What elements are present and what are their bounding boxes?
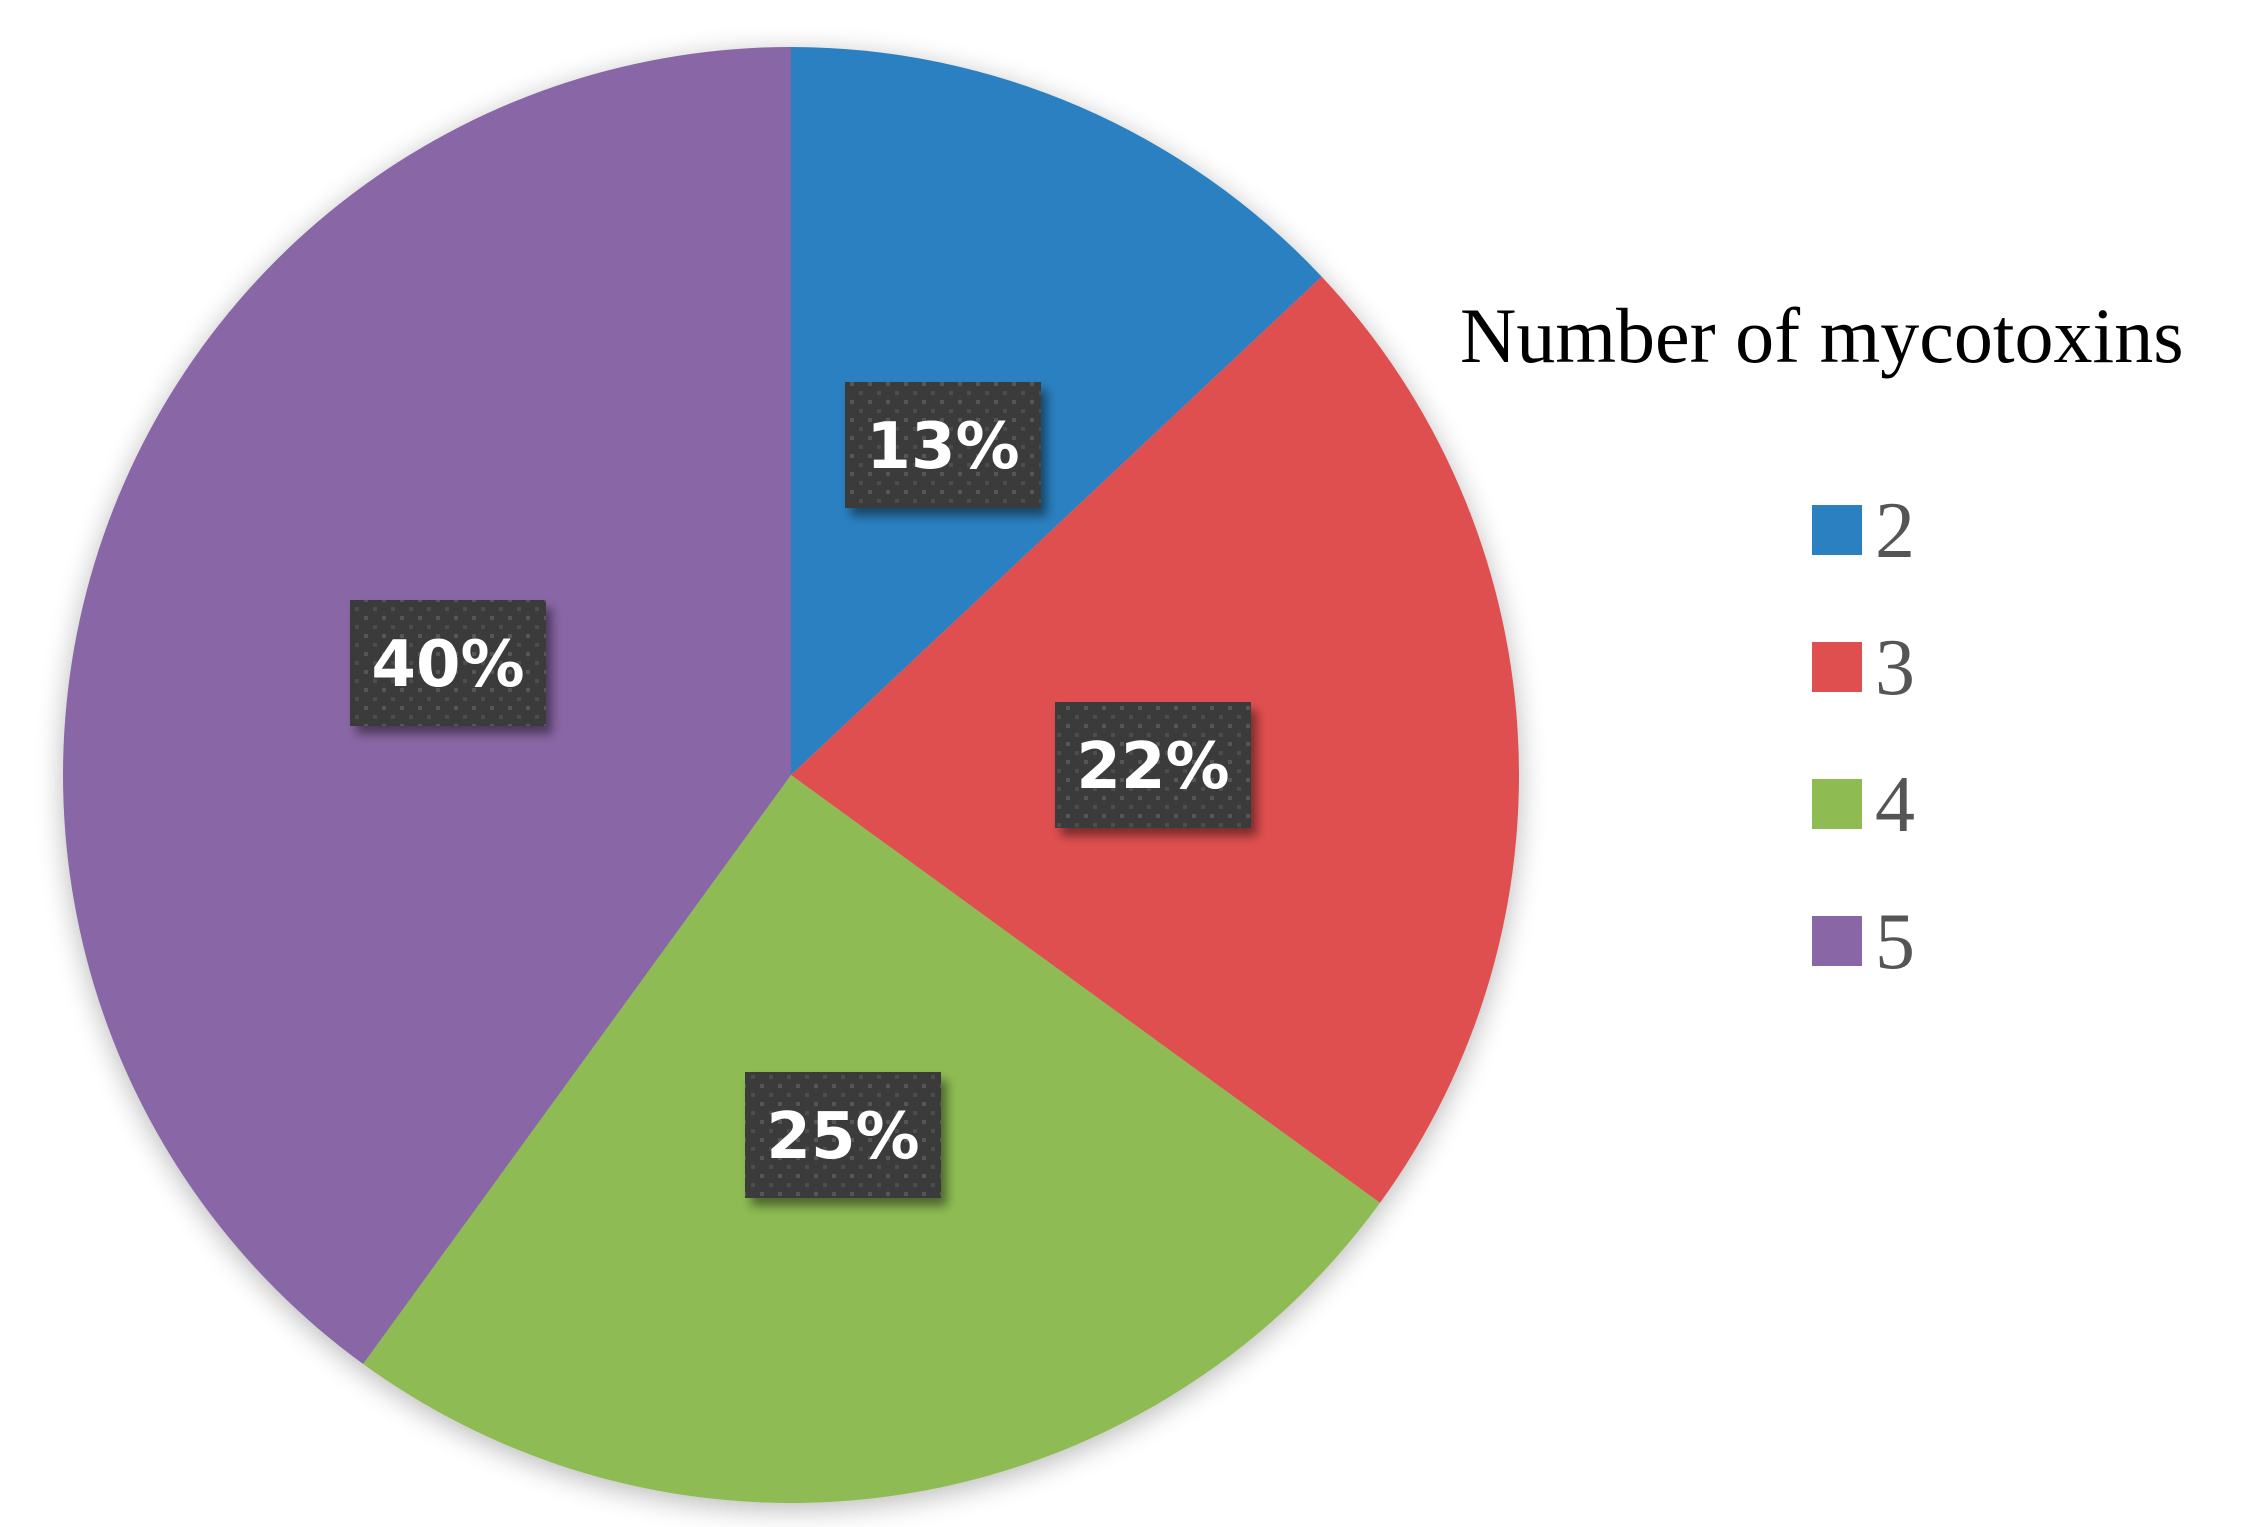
data-label-text: 13%: [866, 410, 1019, 484]
legend-label: 4: [1875, 761, 1915, 849]
pie-slice-2: [791, 47, 1322, 775]
data-label-text: 22%: [1076, 730, 1229, 804]
data-label-box: [1055, 702, 1251, 828]
data-label-box: [745, 1072, 941, 1198]
data-label-5: 40%: [350, 600, 546, 726]
data-label-box: [845, 382, 1041, 508]
legend-item-4: 4: [1812, 761, 1915, 849]
legend-swatch: [1812, 779, 1862, 829]
legend-swatch: [1812, 505, 1862, 555]
legend-swatch: [1812, 916, 1862, 966]
legend-label: 3: [1875, 624, 1915, 712]
legend-label: 5: [1875, 898, 1915, 986]
data-label-2: 13%: [845, 382, 1041, 508]
data-label-3: 22%: [1055, 702, 1251, 828]
data-label-box: [350, 600, 546, 726]
legend-label: 2: [1875, 487, 1915, 575]
data-label-text: 40%: [371, 628, 524, 702]
data-label-text: 25%: [766, 1100, 919, 1174]
legend-item-5: 5: [1812, 898, 1915, 986]
pie-group: [63, 47, 1519, 1503]
data-label-group: 13% 22% 25% 40%: [350, 382, 1251, 1198]
legend: Number of mycotoxins 2 3 4 5: [1460, 292, 2184, 986]
legend-item-2: 2: [1812, 487, 1915, 575]
legend-item-3: 3: [1812, 624, 1915, 712]
legend-title: Number of mycotoxins: [1460, 292, 2184, 379]
legend-swatch: [1812, 642, 1862, 692]
data-label-4: 25%: [745, 1072, 941, 1198]
